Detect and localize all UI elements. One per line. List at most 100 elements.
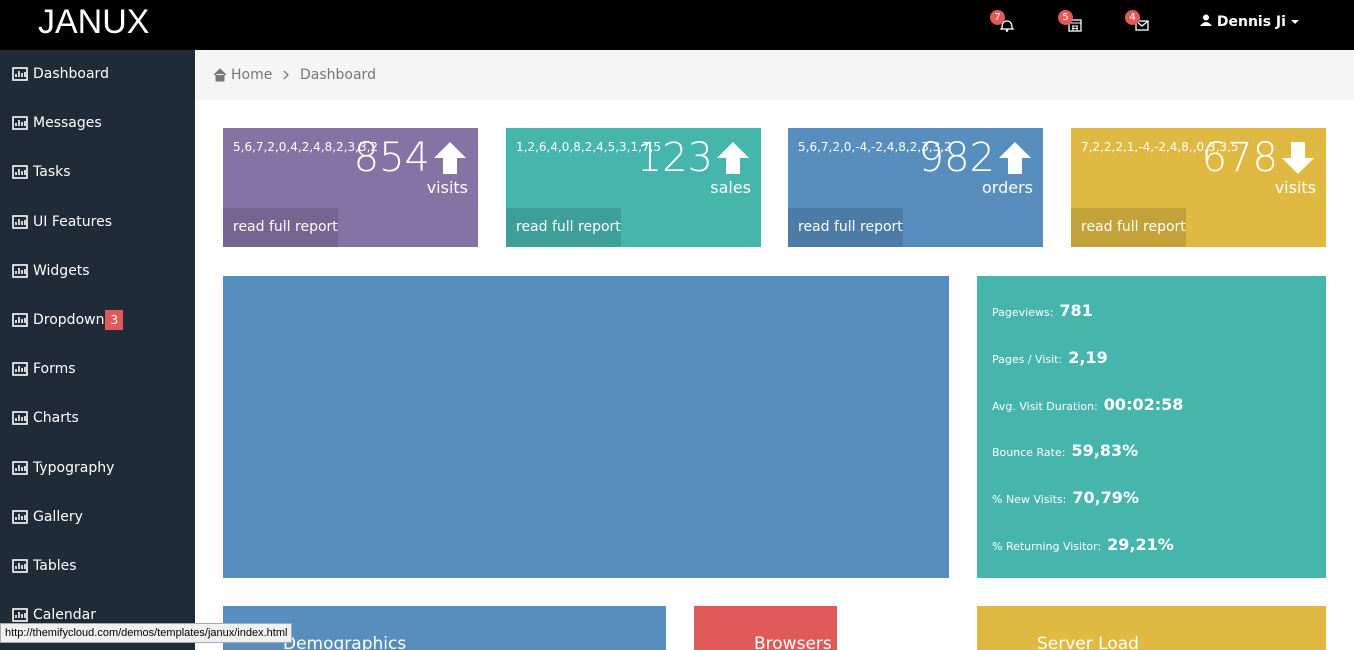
panel: Demographics (223, 606, 666, 650)
home-icon (213, 68, 227, 82)
nav-icon (12, 313, 28, 327)
stat-name: % New Visits: (992, 493, 1067, 507)
stat-name: Pageviews: (992, 306, 1054, 319)
nav-icon (12, 460, 28, 475)
sparkline: 7,2,2,2,1,-4,-2,4,8,,0,3,3,5 (1081, 140, 1239, 154)
nav-item[interactable]: Messages (12, 113, 102, 133)
nav-item[interactable]: Forms (12, 359, 76, 379)
nav-item[interactable]: Widgets (12, 261, 90, 281)
stat-name: Pages / Visit: (992, 352, 1063, 366)
stat-row: Avg. Visit Duration: 00:02:58 (992, 395, 1183, 414)
nav-item[interactable]: Charts (12, 408, 79, 428)
stat-box: 7,2,2,2,1,-4,-2,4,8,,0,3,3,5 678 visits rea… (1071, 128, 1326, 247)
nav-label: Dropdown (33, 312, 105, 328)
panel-title: Server Load (1037, 634, 1139, 650)
stat-value: 00:02:58 (1103, 394, 1184, 414)
notification[interactable]: 4 (1125, 10, 1155, 40)
stat-box: 5,6,7,2,0,-4,-2,4,8,2,3,3,2 982 orders read… (788, 128, 1043, 247)
nav-badge: 3 (105, 310, 124, 330)
sparkline: 1,2,6,4,0,8,2,4,5,3,1,7,5 (516, 140, 662, 154)
nav-label: Widgets (33, 262, 90, 279)
nav-icon (12, 509, 28, 524)
stat-name: Bounce Rate: (992, 446, 1066, 460)
stat-value: 854 (353, 135, 430, 181)
calendar-icon (1068, 19, 1082, 32)
nav-icon (12, 214, 28, 229)
nav-label: Dashboard (33, 66, 109, 82)
breadcrumb-item[interactable]: Dashboard (300, 67, 376, 83)
user-menu[interactable]: Dennis Ji (1200, 14, 1299, 30)
nav-label: Charts (33, 410, 79, 427)
sidebar: Dashboard Messages Tasks UI Features Widgets… (0, 50, 195, 650)
breadcrumb-item[interactable]: Home (231, 67, 273, 83)
notification[interactable]: 5 (1058, 10, 1088, 40)
stat-value: 123 (636, 135, 713, 181)
report-link[interactable]: read full report (223, 208, 338, 247)
nav-label: Typography (33, 459, 115, 476)
stats-panel: Pageviews: 781 Pages / Visit: 2,19 Avg. Visi… (977, 276, 1326, 578)
nav-icon (12, 165, 28, 180)
nav-label: Gallery (33, 508, 83, 525)
stat-row: % Returning Visitor: 29,21% (992, 535, 1174, 554)
panel-title: Demographics (283, 634, 407, 650)
nav-icon (12, 411, 28, 426)
nav-item[interactable]: Tasks (12, 162, 71, 182)
panel-title: Browsers (754, 634, 832, 650)
nav-item[interactable]: Gallery (12, 507, 83, 527)
trend-arrow (999, 142, 1031, 174)
caret (1290, 20, 1299, 24)
nav-label: UI Features (33, 213, 113, 230)
notification-count: 4 (1125, 10, 1140, 25)
nav-icon (12, 116, 28, 130)
report-link[interactable]: read full report (1071, 208, 1186, 247)
nav-icon (12, 608, 28, 622)
stat-name: % Returning Visitor: (992, 540, 1102, 553)
envelope-icon (1135, 20, 1149, 31)
nav-icon (12, 559, 28, 573)
nav-item[interactable]: Dashboard (12, 64, 109, 84)
nav-item[interactable]: Calendar (12, 605, 96, 625)
stat-value: 70,79% (1072, 488, 1139, 508)
brand[interactable]: JANUX (38, 3, 150, 41)
trend-arrow (1282, 142, 1314, 174)
stat-value: 781 (1059, 301, 1093, 320)
report-link[interactable]: read full report (788, 208, 903, 247)
notification[interactable]: 7 (990, 10, 1020, 40)
stat-value: 2,19 (1068, 347, 1108, 367)
report-link[interactable]: read full report (506, 208, 621, 247)
stat-value: 59,83% (1071, 441, 1139, 461)
panel: Server Load (977, 606, 1326, 650)
status-bar-url: http://themifycloud.com/demos/templates/… (0, 623, 293, 643)
stat-box: 5,6,7,2,0,4,2,4,8,2,3,3,2 854 visits read f… (223, 128, 478, 247)
stat-row: Bounce Rate: 59,83% (992, 441, 1138, 460)
nav-icon (12, 362, 28, 376)
stat-value: 678 (1201, 135, 1278, 181)
panel: Browsers (694, 606, 837, 650)
nav-item[interactable]: Typography (12, 458, 114, 478)
stat-row: % New Visits: 70,79% (992, 488, 1139, 507)
main-chart-area (223, 276, 949, 578)
separator (283, 70, 289, 80)
trend-arrow (434, 142, 466, 174)
notification-count: 5 (1058, 10, 1073, 25)
nav-item[interactable]: Tables (12, 556, 77, 576)
stat-label: visits (1274, 178, 1316, 197)
nav-item[interactable]: UI Features (12, 212, 112, 232)
trend-arrow (717, 142, 749, 174)
stat-label: sales (710, 178, 751, 197)
nav-label: Forms (33, 361, 76, 378)
stat-name: Avg. Visit Duration: (992, 399, 1098, 413)
stat-box: 1,2,6,4,0,8,2,4,5,3,1,7,5 123 sales read fu… (506, 128, 761, 247)
notification-count: 7 (990, 10, 1005, 25)
nav-item[interactable]: Dropdown 3 (12, 310, 124, 330)
stat-row: Pages / Visit: 2,19 (992, 348, 1108, 367)
nav-label: Calendar (33, 607, 96, 624)
bell-icon (999, 20, 1015, 32)
stat-row: Pageviews: 781 (992, 301, 1093, 320)
sparkline: 5,6,7,2,0,4,2,4,8,2,3,3,2 (233, 140, 379, 154)
nav-label: Tasks (33, 164, 71, 181)
user-name: Dennis Ji (1216, 14, 1286, 30)
stat-value: 29,21% (1107, 535, 1174, 554)
stat-label: visits (426, 178, 468, 197)
